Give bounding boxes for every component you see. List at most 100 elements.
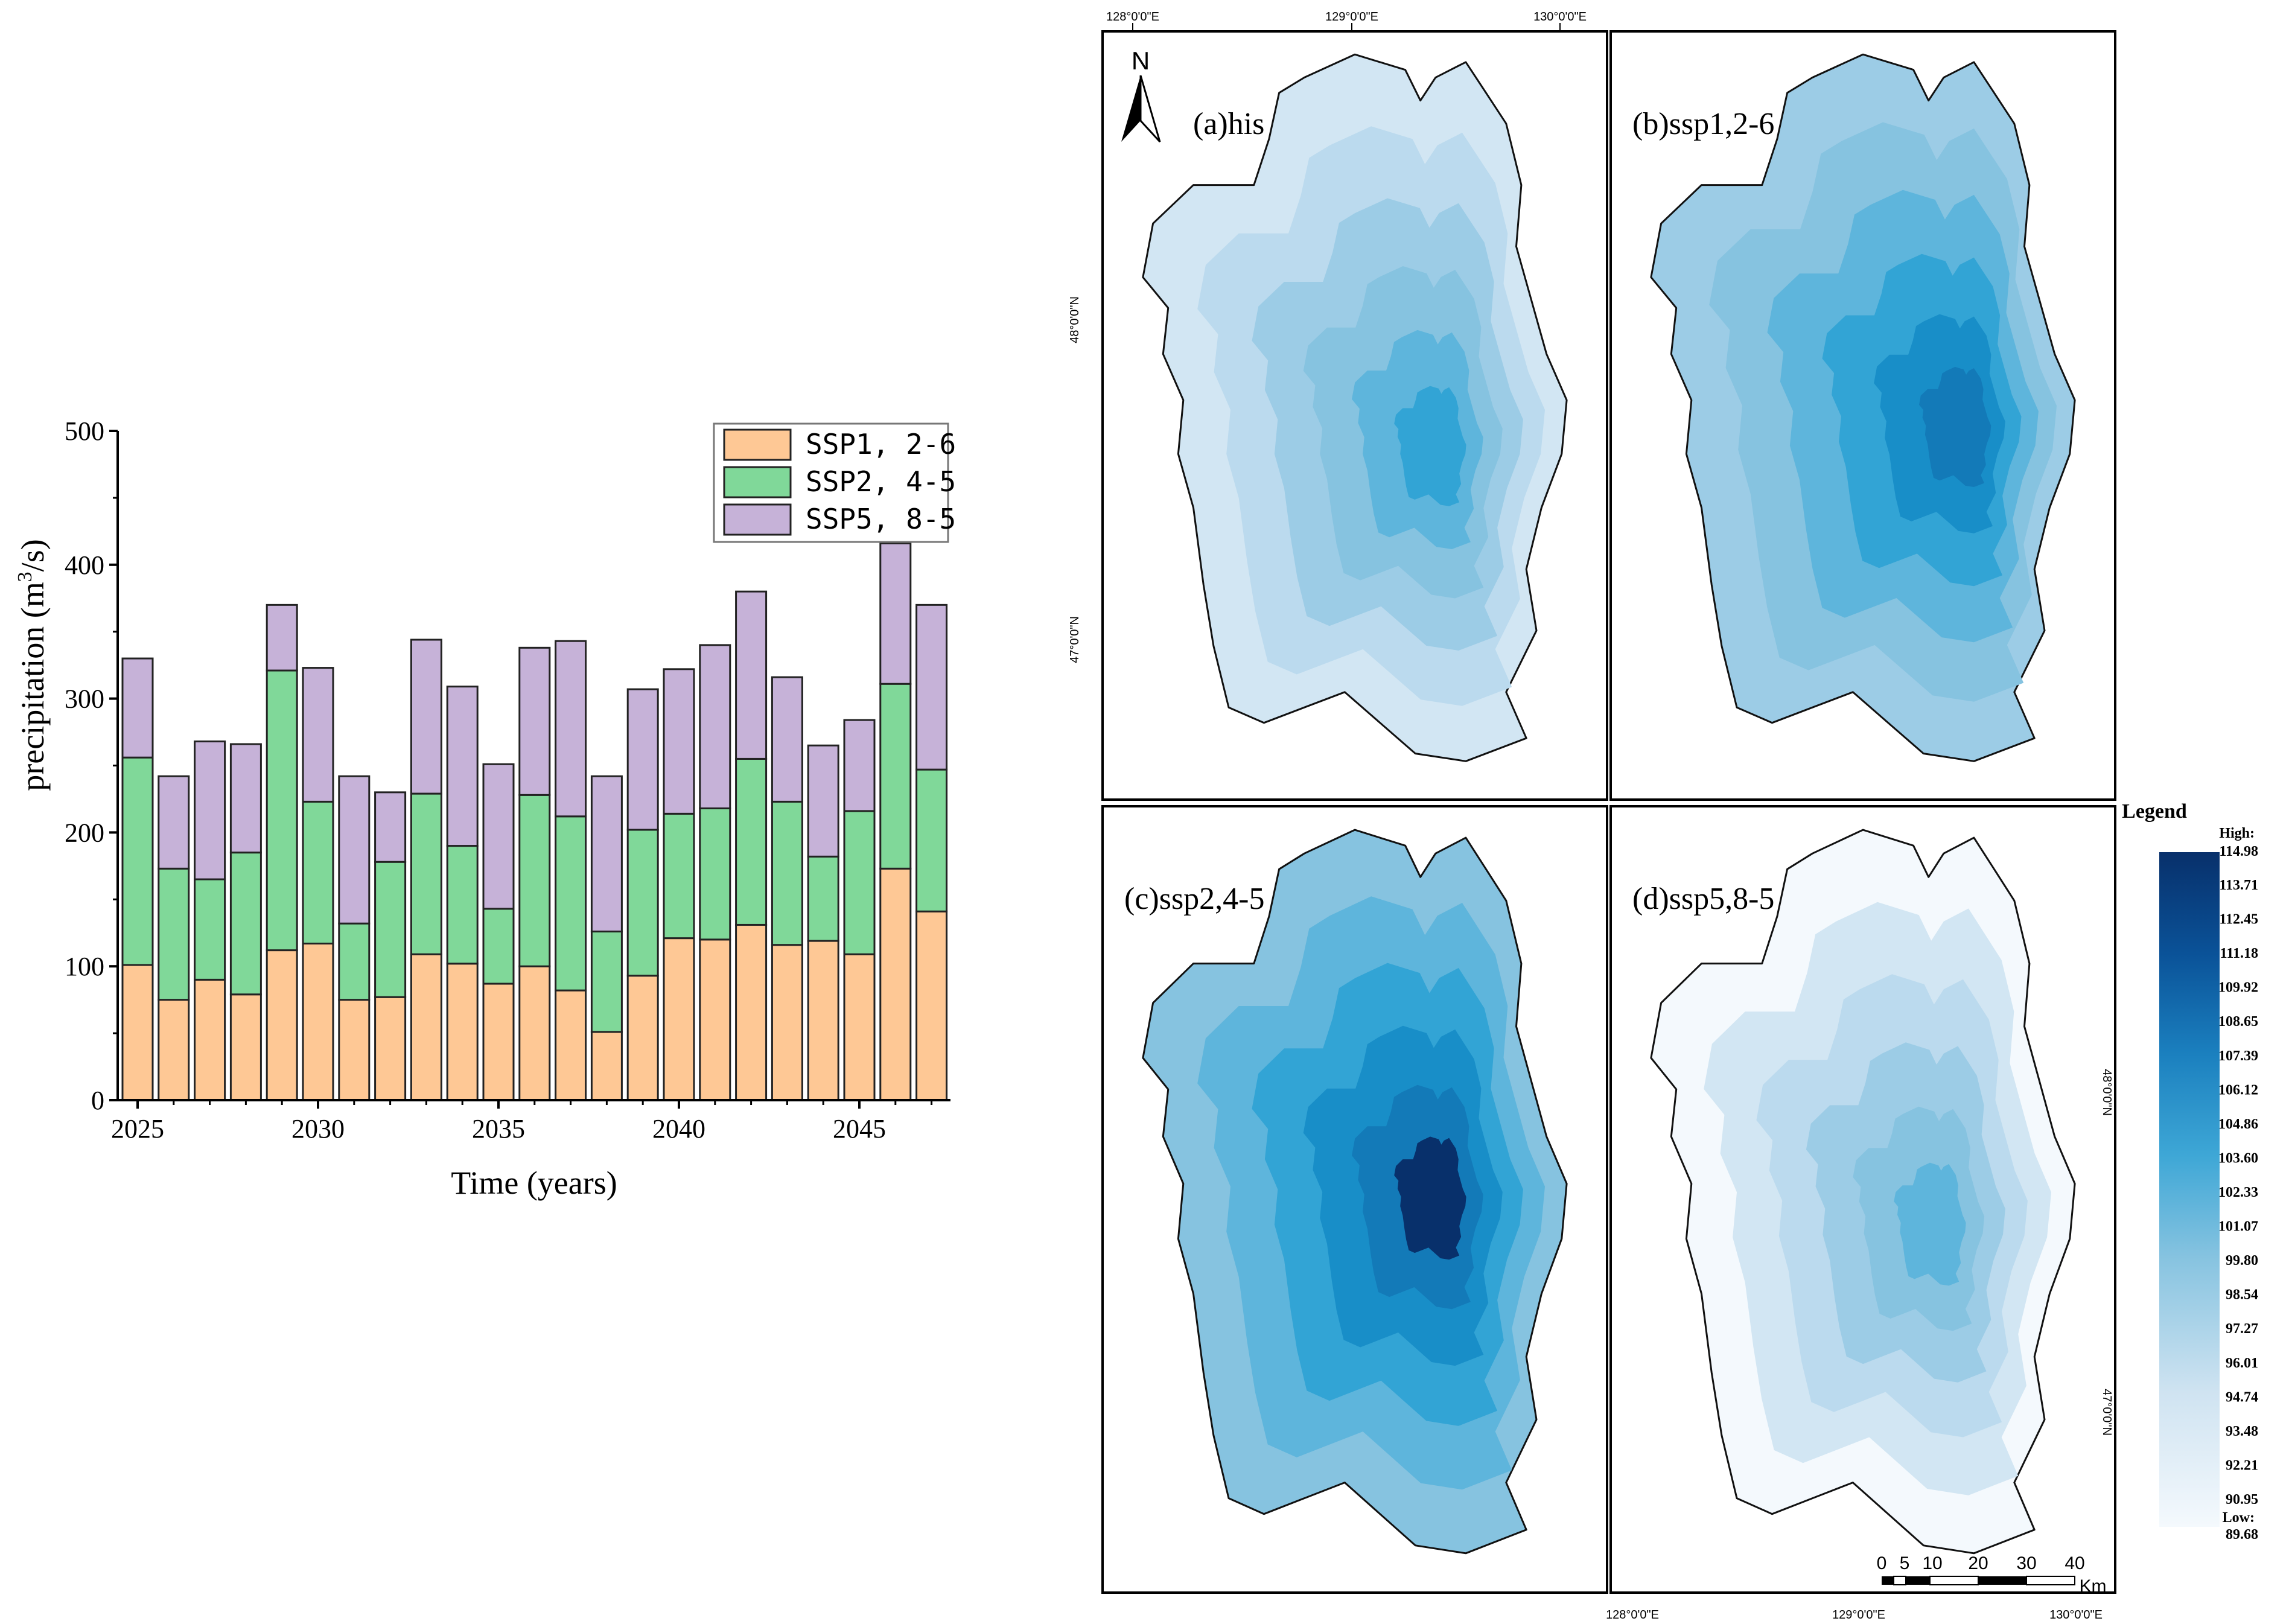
legend-values: 113.71 112.45 111.18 109.92 108.65 107.39 106.… (2218, 877, 2258, 1508)
top-tick-128e: 128°0'0"E (1106, 10, 1159, 24)
scale-tick-30: 30 (2016, 1553, 2036, 1573)
map-axis-labels: 128°0'0"E 129°0'0"E 130°0'0"E 128°0'0"E … (1068, 10, 2113, 1622)
legend-value-90.95: 90.95 (2226, 1492, 2258, 1508)
bottom-tick-130e: 130°0'0"E (2049, 1608, 2103, 1622)
bar-2044-ssp5-8-5 (807, 744, 839, 858)
bar-2025-ssp1-2-6 (121, 964, 154, 1101)
legend-value-111.18: 111.18 (2220, 946, 2258, 961)
bar-2037-ssp5-8-5 (555, 640, 587, 818)
legend-value-107.39: 107.39 (2218, 1048, 2258, 1064)
bar-2030-ssp5-8-5 (302, 667, 334, 803)
bar-2035-ssp1-2-6 (482, 982, 515, 1101)
legend-value-109.92: 109.92 (2218, 980, 2258, 996)
scale-bar-seg-1 (1882, 1576, 1894, 1585)
legend-value-113.71: 113.71 (2219, 877, 2258, 893)
y-axis-label: precipitation (m3/s) (14, 539, 51, 791)
bar-2029-ssp5-8-5 (266, 603, 298, 672)
scale-tick-20: 20 (1968, 1553, 1988, 1573)
scale-tick-40: 40 (2065, 1553, 2084, 1573)
legend-value-103.60: 103.60 (2218, 1150, 2258, 1166)
bar-2025-ssp2-4-5 (121, 756, 154, 966)
bar-2040-ssp1-2-6 (663, 937, 695, 1101)
bar-2027-ssp1-2-6 (194, 978, 226, 1101)
scale-bar: 0 5 10 20 30 40 Km (1877, 1553, 2107, 1596)
bar-2039-ssp1-2-6 (626, 975, 659, 1101)
map-panel-3: (c)ssp2,4-5 (1101, 805, 1608, 1594)
bar-2025-ssp5-8-5 (121, 657, 154, 759)
bar-2044-ssp2-4-5 (807, 855, 839, 942)
bar-2045-ssp1-2-6 (843, 953, 876, 1101)
bar-2032-ssp2-4-5 (374, 861, 407, 998)
bar-2033-ssp2-4-5 (410, 792, 442, 955)
north-arrow: N (1121, 46, 1161, 143)
precip-zone-6 (1919, 366, 1991, 487)
legend-label-ssp1-2-6: SSP1, 2-6 (806, 428, 956, 460)
bar-2029-ssp1-2-6 (266, 949, 298, 1101)
legend-value-104.86: 104.86 (2218, 1116, 2258, 1132)
bar-2038-ssp1-2-6 (590, 1031, 623, 1101)
map-panel-label-4: (d)ssp5,8-5 (1632, 882, 1774, 916)
bar-2039-ssp5-8-5 (626, 688, 659, 831)
maps: (a)his (b)ssp1,2-6(c)ssp2,4-5 (d)ssp5,8-5 … (1068, 10, 2258, 1622)
bar-2037-ssp1-2-6 (555, 989, 587, 1101)
y-axis-label-tail: /s) (14, 539, 51, 572)
scale-bar-seg-3 (1906, 1576, 1930, 1585)
bar-2035-ssp5-8-5 (482, 763, 515, 910)
bar-2036-ssp1-2-6 (518, 965, 551, 1101)
legend-value-98.54: 98.54 (2226, 1287, 2258, 1303)
map-panels: (a)his (b)ssp1,2-6 (c)ssp2,4-5 (d)ssp5,8-5 (1101, 30, 2116, 1594)
legend-value-97.27: 97.27 (2226, 1321, 2258, 1337)
map-panel-label-3: (c)ssp2,4-5 (1124, 882, 1265, 916)
map-legend-title: Legend (2122, 800, 2187, 823)
legend-swatch-ssp1-2-6 (723, 428, 792, 461)
bar-2029-ssp2-4-5 (266, 669, 298, 952)
bar-2044-ssp1-2-6 (807, 940, 839, 1101)
bar-2026-ssp2-4-5 (158, 867, 190, 1001)
bar-2033-ssp5-8-5 (410, 638, 442, 795)
bar-2033-ssp1-2-6 (410, 953, 442, 1101)
bar-2038-ssp2-4-5 (590, 931, 623, 1033)
bars (121, 542, 948, 1101)
map-legend-low-value: 89.68 (2226, 1527, 2258, 1543)
bar-2042-ssp5-8-5 (735, 590, 768, 760)
map-panel-1: (a)his (1101, 30, 1608, 801)
bar-2030-ssp1-2-6 (302, 942, 334, 1101)
x-ticks: 2025 2030 2035 2040 2045 (111, 1100, 933, 1144)
bar-2034-ssp2-4-5 (446, 845, 479, 965)
bar-2027-ssp5-8-5 (194, 740, 226, 880)
scale-unit: Km (2080, 1576, 2107, 1596)
bar-2031-ssp1-2-6 (338, 999, 371, 1101)
scale-tick-0: 0 (1877, 1553, 1887, 1573)
left-tick-47n: 47°0'0"N (1068, 616, 1081, 663)
map-legend-colorbar (2159, 852, 2220, 1527)
bar-2034-ssp1-2-6 (446, 963, 479, 1101)
x-tick-label-2030: 2030 (291, 1114, 345, 1144)
bar-2045-ssp2-4-5 (843, 810, 876, 955)
north-arrow-icon (1121, 75, 1141, 142)
legend-label-ssp2-4-5: SSP2, 4-5 (806, 465, 956, 498)
bar-2040-ssp2-4-5 (663, 812, 695, 940)
bar-2047-ssp2-4-5 (915, 768, 948, 912)
scale-tick-10: 10 (1922, 1553, 1942, 1573)
top-tick-130e: 130°0'0"E (1533, 10, 1587, 24)
bar-2041-ssp1-2-6 (699, 938, 731, 1101)
bar-2030-ssp2-4-5 (302, 800, 334, 944)
precip-zone-6 (1394, 1136, 1466, 1260)
y-axis-label-main: precipitation (m (14, 582, 51, 791)
bar-2031-ssp5-8-5 (338, 775, 371, 925)
map-panel-label-1: (a)his (1193, 107, 1264, 141)
x-tick-label-2040: 2040 (652, 1114, 705, 1144)
legend-value-106.12: 106.12 (2218, 1082, 2258, 1098)
bar-2039-ssp2-4-5 (626, 829, 659, 977)
right-tick-48n: 48°0'0"N (2100, 1069, 2113, 1116)
bar-2041-ssp2-4-5 (699, 807, 731, 941)
bottom-tick-129e: 129°0'0"E (1832, 1608, 1885, 1622)
bar-2040-ssp5-8-5 (663, 668, 695, 815)
legend-label-ssp5-8-5: SSP5, 8-5 (806, 503, 956, 535)
bar-2043-ssp2-4-5 (771, 800, 803, 946)
map-panel-2: (b)ssp1,2-6 (1609, 30, 2116, 801)
bar-2036-ssp2-4-5 (518, 794, 551, 967)
north-label: N (1132, 46, 1150, 75)
scale-bar-seg-2 (1893, 1576, 1906, 1585)
